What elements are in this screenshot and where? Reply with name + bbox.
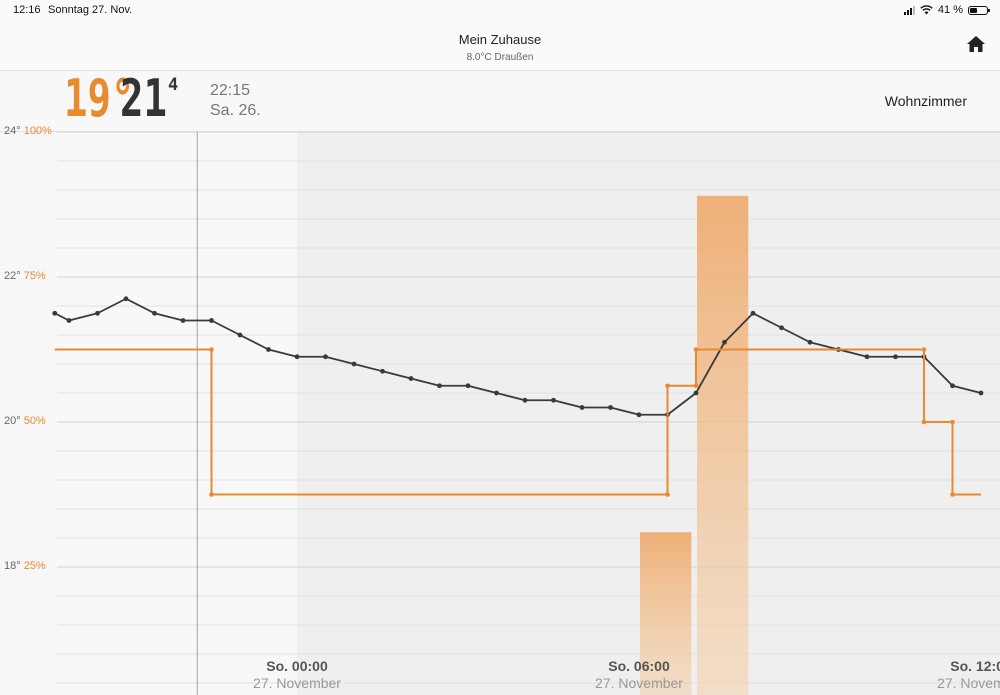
y-axis-percent: 25%: [20, 560, 46, 572]
temperature-point: [465, 383, 471, 389]
plot-background-left: [57, 132, 297, 695]
temperature-point: [408, 376, 414, 381]
y-axis-percent: 75%: [20, 270, 46, 282]
temperature-point: [522, 397, 528, 403]
setpoint-display: 19°: [62, 71, 134, 133]
temperature-point: [351, 361, 357, 367]
setpoint-point: [693, 347, 699, 352]
x-axis-time: So. 00:00: [266, 658, 328, 674]
current-temp-display: 21 4: [120, 71, 190, 133]
x-axis-time: So. 06:00: [608, 658, 670, 674]
temperature-point: [437, 383, 442, 389]
temperature-point: [237, 332, 243, 338]
y-axis-label: 22° 75%: [4, 270, 46, 282]
nav-bar: Mein Zuhause 8.0°C Draußen: [0, 22, 1000, 71]
cellular-signal-icon: [903, 5, 915, 15]
home-icon[interactable]: [966, 35, 986, 53]
temperature-point: [636, 412, 642, 418]
setpoint-point: [665, 383, 670, 389]
x-axis-label: So. 06:00 27. November: [569, 658, 709, 691]
setpoint-point: [209, 347, 214, 352]
setpoint-point: [921, 419, 927, 425]
temperature-point: [95, 310, 100, 316]
status-date: Sonntag 27. Nov.: [48, 4, 133, 16]
temperature-point: [52, 310, 58, 316]
status-right: 41 %: [903, 4, 990, 16]
x-axis-date: 27. November: [595, 675, 683, 691]
y-axis-temp: 18°: [4, 560, 21, 572]
nav-title: Mein Zuhause: [458, 32, 542, 47]
status-bar: 12:16 Sonntag 27. Nov. 41 %: [0, 0, 1000, 22]
reading-time: 22:15: [210, 82, 251, 99]
battery-icon: [968, 5, 990, 15]
wifi-icon: [920, 5, 933, 15]
setpoint-value: 19°: [64, 69, 135, 129]
x-axis-time: So. 12:00: [950, 658, 1000, 674]
temperature-point: [123, 296, 129, 302]
battery-percent: 41 %: [937, 4, 963, 16]
temperature-point: [152, 310, 157, 316]
y-axis-temp: 24°: [4, 125, 21, 137]
temperature-point: [66, 318, 72, 323]
x-axis-date: 27. November: [937, 675, 1000, 691]
y-axis-percent: 50%: [20, 415, 46, 427]
y-axis-temp: 22°: [4, 270, 21, 282]
setpoint-point: [665, 492, 670, 497]
setpoint-line: [54, 348, 981, 496]
y-axis-label: 18° 25%: [4, 560, 46, 572]
status-time: 12:16: [13, 4, 41, 16]
temperature-point: [494, 390, 499, 396]
temperature-point: [323, 354, 328, 360]
setpoint-point: [921, 347, 927, 352]
temperature-point: [266, 347, 271, 352]
room-name[interactable]: Wohnzimmer: [884, 93, 967, 109]
temperature-point: [579, 405, 585, 410]
current-temp-decimal: 4: [168, 75, 179, 95]
temperature-line: [54, 297, 982, 416]
temperature-point: [294, 354, 300, 360]
temperature-point: [893, 354, 898, 360]
temperature-point: [978, 390, 984, 396]
temperature-point: [209, 318, 214, 323]
setpoint-point: [950, 419, 955, 425]
temperature-point: [608, 405, 613, 410]
valve-bar: [640, 532, 692, 695]
temperature-point: [807, 339, 813, 345]
setpoint-point: [693, 383, 699, 389]
y-axis-label: 20° 50%: [4, 415, 46, 427]
temperature-point: [693, 390, 699, 396]
y-axis-label: 24° 100%: [4, 125, 52, 137]
valve-bar: [697, 195, 749, 695]
temperature-point: [779, 325, 784, 331]
outside-temperature: 8.0°C Draußen: [466, 52, 534, 63]
setpoint-point: [209, 492, 214, 497]
temperature-point: [750, 310, 756, 316]
temperature-point: [380, 368, 385, 374]
x-axis-label: So. 00:00 27. November: [227, 658, 367, 691]
setpoint-point: [950, 492, 955, 497]
y-axis-percent: 100%: [20, 125, 52, 137]
temperature-point: [551, 397, 556, 403]
temperature-point: [722, 339, 727, 345]
y-axis-temp: 20°: [4, 415, 21, 427]
current-temp-value: 21: [120, 69, 167, 129]
x-axis-date: 27. November: [253, 675, 341, 691]
temperature-point: [950, 383, 955, 389]
temperature-point: [864, 354, 870, 360]
temperature-point: [180, 318, 186, 323]
reading-day: Sa. 26.: [210, 102, 261, 119]
